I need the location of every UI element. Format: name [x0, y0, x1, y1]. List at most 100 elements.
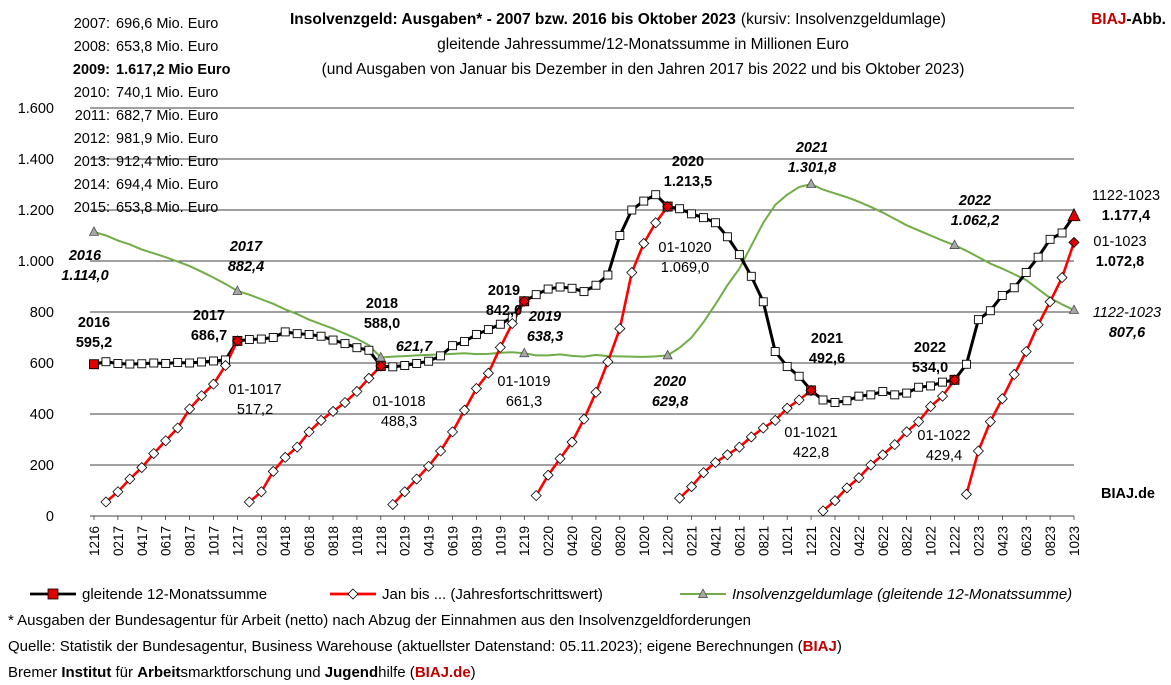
marker-year-to-date: [901, 426, 913, 438]
year-list-year: 2010:: [74, 85, 110, 101]
x-tick-label: 0222: [828, 526, 843, 556]
marker-12-month-sum: [1057, 228, 1067, 238]
year-list-value: 912,4 Mio. Euro: [116, 154, 218, 170]
marker-year-to-date: [458, 404, 471, 416]
chart-subtitle-2: (und Ausgaben von Januar bis Dezember in…: [322, 61, 965, 78]
marker-year-to-date: [411, 473, 423, 485]
marker-year-to-date: [303, 426, 315, 438]
marker-12-month-sum: [985, 306, 995, 316]
legend-label: gleitende 12-Monatssumme: [82, 586, 267, 603]
annotation-line-2: 488,3: [381, 414, 417, 430]
marker-year-to-date: [363, 372, 375, 384]
year-list-year: 2013:: [74, 154, 110, 170]
x-tick-label: 1219: [517, 526, 532, 556]
marker-year-to-date: [351, 385, 363, 398]
x-tick-label: 0622: [876, 526, 891, 556]
marker-year-to-date: [793, 394, 805, 406]
marker-12-month-sum: [197, 357, 207, 367]
marker-12-month-sum: [316, 331, 326, 341]
marker-umlage: [375, 351, 386, 362]
x-tick-label: 1222: [947, 526, 962, 556]
x-tick-label: 0819: [469, 526, 484, 556]
marker-year-to-date: [769, 414, 781, 426]
marker-12-month-sum: [173, 358, 183, 367]
marker-12-month-sum: [866, 390, 876, 400]
x-tick-label: 0217: [111, 526, 126, 556]
marker-12-month-sum: [1033, 252, 1043, 262]
year-list-year: 2015:: [74, 200, 110, 216]
marker-year-to-date: [913, 416, 925, 428]
organization-part: Bremer: [8, 664, 61, 681]
year-list-value: 740,1 Mio. Euro: [116, 85, 218, 101]
x-tick-label: 1022: [924, 526, 939, 556]
marker-12-month-sum: [280, 327, 290, 337]
marker-year-to-date: [255, 486, 267, 498]
marker-12-month-sum: [89, 359, 99, 370]
marker-12-month-sum: [938, 377, 947, 387]
marker-12-month-sum: [185, 358, 195, 368]
legend-marker: [347, 588, 359, 600]
marker-year-to-date: [1068, 236, 1080, 249]
annotation-line-2: 534,0: [912, 360, 948, 376]
annotation-line-1: 2020: [653, 374, 686, 390]
annotation-line-2: 429,4: [926, 448, 962, 464]
marker-year-to-date: [721, 449, 733, 461]
annotation-label: 2021 492,6: [809, 331, 845, 367]
marker-12-month-sum: [1067, 207, 1081, 222]
marker-year-to-date: [542, 469, 554, 481]
marker-12-month-sum: [579, 287, 589, 297]
x-tick-label: 0818: [326, 526, 341, 556]
marker-year-to-date: [829, 495, 841, 507]
footnote: * Ausgaben der Bundesagentur für Arbeit …: [8, 612, 751, 629]
x-tick-label: 0218: [254, 526, 269, 556]
annotation-line-1: 2017: [229, 239, 263, 255]
marker-12-month-sum: [256, 334, 266, 344]
x-tick-label: 0419: [422, 526, 437, 556]
x-tick-label: 0418: [278, 526, 293, 556]
marker-12-month-sum: [997, 290, 1007, 300]
year-list-value: 1.617,2 Mio Euro: [116, 62, 231, 78]
marker-12-month-sum: [782, 362, 792, 372]
marker-year-to-date: [554, 453, 566, 465]
organization-part: für: [111, 664, 137, 681]
marker-12-month-sum: [161, 359, 171, 368]
x-tick-label: 0219: [398, 526, 413, 556]
marker-year-to-date: [638, 237, 650, 249]
marker-year-to-date: [387, 498, 399, 511]
annotation-line-1: 1122-1023: [1093, 305, 1161, 321]
marker-12-month-sum: [125, 359, 135, 369]
year-list-value: 694,4 Mio. Euro: [116, 177, 218, 193]
marker-12-month-sum: [531, 290, 541, 300]
annotation-label: 2022 1.062,2: [951, 193, 999, 229]
annotation-line-1: 2022: [958, 193, 991, 209]
marker-12-month-sum: [902, 388, 912, 398]
marker-umlage: [949, 239, 960, 249]
marker-year-to-date: [124, 473, 136, 485]
marker-12-month-sum: [424, 356, 434, 366]
marker-year-to-date: [745, 431, 757, 443]
annotation-label: 01-1018 488,3: [372, 394, 425, 430]
marker-12-month-sum: [304, 329, 314, 339]
annotation-line-1: 01-1018: [372, 394, 425, 410]
annotation-line-1: 2020: [672, 154, 704, 170]
marker-12-month-sum: [388, 362, 398, 372]
annotation-line-2: 638,3: [527, 329, 563, 345]
marker-year-to-date: [399, 486, 411, 498]
annotation-label: 1122-1023 807,6: [1093, 305, 1161, 341]
marker-12-month-sum: [651, 190, 661, 200]
annotation-label: 01-1022 429,4: [917, 428, 970, 464]
marker-12-month-sum: [1045, 234, 1055, 244]
annotation-label: 01-1021 422,8: [784, 425, 837, 461]
marker-year-to-date: [817, 505, 829, 517]
marker-12-month-sum: [364, 345, 374, 355]
annotation-line-2: 1.213,5: [664, 174, 712, 190]
year-list-year: 2014:: [74, 177, 110, 193]
marker-year-to-date: [853, 472, 865, 484]
y-tick-label: 1.400: [18, 152, 54, 168]
marker-12-month-sum: [460, 337, 469, 347]
gridlines: [90, 107, 1074, 517]
yearly-totals-list: 2007: 696,6 Mio. Euro 2008: 653,8 Mio. Euro…: [73, 16, 231, 216]
marker-year-to-date: [184, 403, 196, 415]
marker-year-to-date: [614, 323, 626, 335]
annotation-label: 2022 534,0: [912, 340, 948, 376]
